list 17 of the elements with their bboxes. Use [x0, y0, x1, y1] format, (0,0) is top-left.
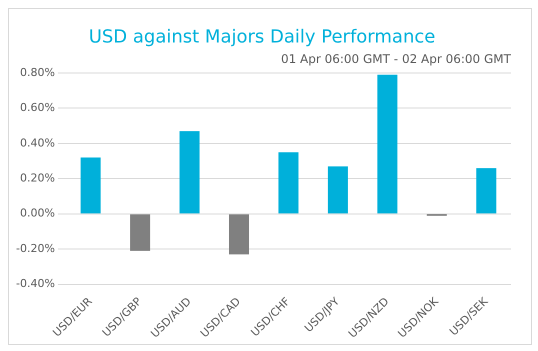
chart-subtitle: 01 Apr 06:00 GMT - 02 Apr 06:00 GMT	[280, 52, 512, 66]
y-tick-label: 0.60%	[20, 101, 55, 114]
bar	[377, 74, 398, 214]
bar	[476, 168, 496, 214]
y-tick-label: 0.00%	[20, 206, 55, 220]
bar	[278, 152, 298, 214]
bar	[328, 166, 348, 214]
bar	[130, 214, 150, 251]
chart-title: USD against Majors Daily Performance	[88, 26, 436, 48]
bar	[228, 214, 250, 254]
y-tick-label: 0.80%	[20, 66, 55, 79]
y-tick-label: 0.40%	[20, 136, 55, 150]
bar	[80, 158, 101, 214]
bar	[180, 131, 200, 214]
y-tick-label: 0.20%	[20, 172, 55, 185]
y-tick-label: -0.20%	[16, 242, 55, 255]
y-tick-label: -0.40%	[16, 277, 55, 290]
